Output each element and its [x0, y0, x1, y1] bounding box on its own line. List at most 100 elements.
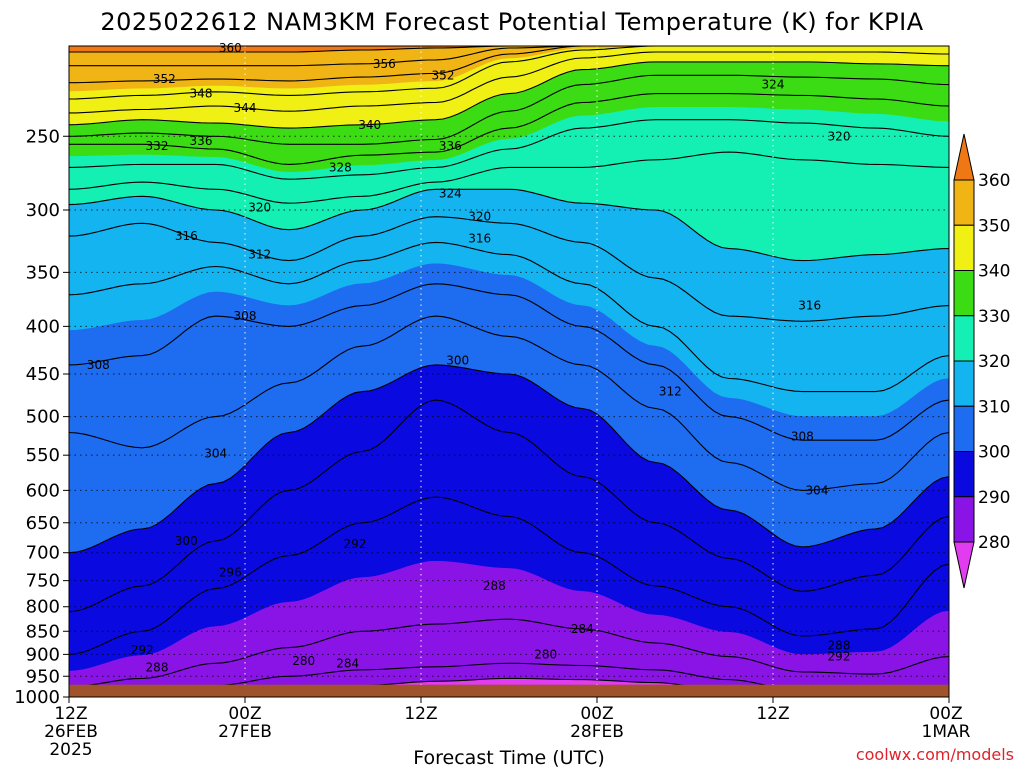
y-tick-label: 900 — [26, 644, 60, 665]
colorbar-tick-label: 350 — [978, 216, 1010, 236]
plot-frame — [68, 45, 950, 698]
isentrope-324 — [69, 151, 949, 204]
x-tick-label: 12Z — [756, 704, 789, 724]
contour-label: 292 — [131, 643, 154, 657]
colorbar-bottom-arrow — [953, 541, 975, 589]
colorbar-segment — [953, 405, 975, 452]
colorbar-tick-label: 300 — [978, 443, 1010, 463]
isentrope-308 — [69, 283, 949, 441]
contour-label: 332 — [146, 139, 169, 153]
contour-label: 340 — [358, 118, 381, 132]
y-tick-label: 850 — [26, 621, 60, 642]
contour-label: 288 — [483, 579, 506, 593]
y-tick-label: 550 — [26, 445, 60, 466]
colorbar-tick-label: 340 — [978, 262, 1010, 282]
x-tick-label: 2025 — [49, 740, 92, 760]
isentrope-292 — [69, 496, 949, 655]
contour-label-text: 292 — [344, 537, 367, 551]
contour-label: 280 — [534, 647, 557, 661]
isentrope-320 — [69, 188, 949, 262]
x-tick-label: 1MAR — [922, 722, 971, 742]
credit-text: coolwx.com/models — [856, 745, 1014, 764]
contour-label: 308 — [234, 309, 257, 323]
colorbar-tick-label: 310 — [978, 397, 1010, 417]
contour-label: 292 — [828, 650, 851, 664]
grid-layer — [69, 46, 949, 697]
x-tick-label: 27FEB — [218, 722, 272, 742]
y-tick-label: 250 — [26, 126, 60, 147]
contour-label-text: 300 — [446, 353, 469, 367]
contour-label-text: 320 — [468, 210, 491, 224]
colorbar-tick-label: 330 — [978, 307, 1010, 327]
isentrope-lines-layer — [69, 46, 949, 697]
x-tick-label: 00Z — [228, 704, 261, 724]
y-tick-label: 1000 — [14, 687, 60, 708]
contour-label-text: 352 — [432, 68, 455, 82]
colorbar-segment — [953, 315, 975, 362]
contour-label-text: 288 — [828, 638, 851, 652]
contour-label: 312 — [248, 248, 271, 262]
contour-label-text: 360 — [219, 41, 242, 55]
contour-label: 324 — [439, 186, 462, 200]
isentrope-356 — [69, 46, 949, 67]
contour-label-text: 352 — [153, 72, 176, 86]
isentrope-332 — [69, 93, 949, 165]
contour-label-text: 292 — [131, 643, 154, 657]
contour-label: 284 — [571, 622, 594, 636]
contour-label-text: 328 — [329, 160, 352, 174]
colorbar-segment — [953, 496, 975, 543]
ground-surface — [69, 684, 949, 697]
surface-layer — [69, 684, 949, 697]
contour-label-text: 308 — [87, 358, 110, 372]
contour-label-text: 280 — [534, 647, 557, 661]
contour-label-text: 288 — [146, 661, 169, 675]
contour-label: 320 — [248, 200, 271, 214]
isentrope-312 — [69, 241, 949, 393]
x-axis-label: Forecast Time (UTC) — [413, 747, 604, 768]
colorbar-segment — [953, 451, 975, 498]
contour-label-text: 316 — [468, 232, 491, 246]
y-tick-label: 300 — [26, 200, 60, 221]
y-tick-label: 700 — [26, 543, 60, 564]
colorbar-top-arrow — [953, 133, 975, 181]
contour-label: 316 — [468, 232, 491, 246]
contour-label: 288 — [146, 661, 169, 675]
x-tick-label: 00Z — [580, 704, 613, 724]
contour-label: 308 — [87, 358, 110, 372]
contour-label: 320 — [468, 210, 491, 224]
isentrope-340 — [69, 61, 949, 129]
theta-fill-layer — [69, 46, 949, 697]
y-axis: 2503003504004505005506006507007508008509… — [14, 126, 69, 708]
y-tick-label: 500 — [26, 407, 60, 428]
contour-labels-layer: 360 356 352 352 348 344 340 336 336 332 328 324 324 3… — [87, 41, 851, 675]
contour-label: 280 — [292, 654, 315, 668]
contour-label: 360 — [219, 41, 242, 55]
contour-label-text: 336 — [190, 134, 213, 148]
isentrope-352 — [69, 46, 949, 84]
colorbar-legend: 280 290 300 310 320 330 340 350 360 — [953, 133, 1010, 589]
contour-label-text: 324 — [762, 78, 785, 92]
y-tick-label: 800 — [26, 597, 60, 618]
isentrope-296 — [69, 399, 949, 613]
y-tick-label: 950 — [26, 666, 60, 687]
y-tick-label: 750 — [26, 571, 60, 592]
colorbar-tick-label: 320 — [978, 352, 1010, 372]
y-tick-label: 400 — [26, 316, 60, 337]
contour-label: 336 — [439, 139, 462, 153]
contour-label: 352 — [432, 68, 455, 82]
contour-label: 344 — [234, 101, 257, 115]
y-tick-label: 600 — [26, 480, 60, 501]
contour-label-text: 292 — [828, 650, 851, 664]
chart-title: 2025022612 NAM3KM Forecast Potential Tem… — [100, 8, 923, 36]
y-tick-label: 650 — [26, 513, 60, 534]
contour-label-text: 324 — [439, 186, 462, 200]
x-tick-label: 12Z — [404, 704, 437, 724]
contour-label-text: 340 — [358, 118, 381, 132]
contour-label-text: 308 — [791, 429, 814, 443]
isentrope-336 — [69, 74, 949, 145]
contour-label-text: 304 — [806, 483, 829, 497]
colorbar-tick-label: 360 — [978, 171, 1010, 191]
x-tick-label: 12Z — [54, 704, 87, 724]
contour-label: 348 — [190, 87, 213, 101]
